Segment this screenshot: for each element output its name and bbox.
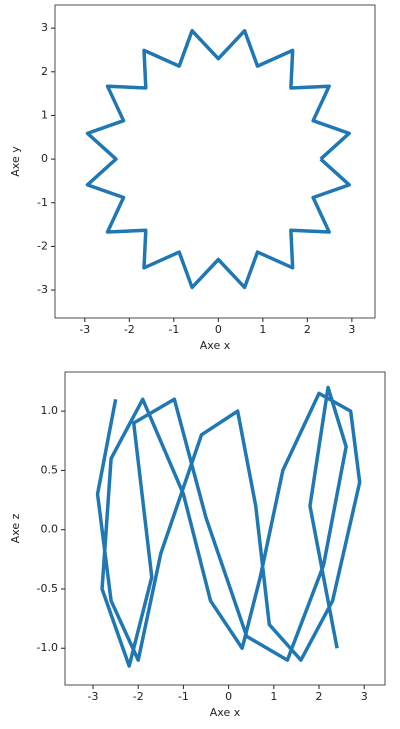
y-tick-label: 0.5	[41, 463, 59, 476]
x-tick-label: 2	[304, 323, 311, 336]
x-tick-label: 0	[225, 690, 232, 703]
y-tick-label: 0	[41, 152, 48, 165]
y-tick-label: -0.5	[37, 582, 58, 595]
y-tick-label: 1.0	[41, 404, 59, 417]
y-tick-label: -2	[37, 239, 48, 252]
x-tick-label: -3	[79, 323, 90, 336]
trajectory	[85, 29, 351, 290]
x-tick-label: 3	[348, 323, 355, 336]
y-tick-label: -3	[37, 283, 48, 296]
y-tick-label: -1	[37, 196, 48, 209]
y-axis-label: Axe y	[9, 146, 22, 177]
x-tick-label: 3	[361, 690, 368, 703]
y-tick-label: 2	[41, 65, 48, 78]
axes-frame	[64, 371, 386, 686]
y-tick-label: 1	[41, 108, 48, 121]
x-tick-label: 1	[270, 690, 277, 703]
y-tick-label: 0.0	[41, 523, 59, 536]
x-axis-label: Axe x	[200, 339, 231, 352]
x-tick-label: -2	[124, 323, 135, 336]
x-tick-label: 2	[316, 690, 323, 703]
y-axis-label: Axe z	[9, 513, 22, 543]
x-tick-label: -2	[133, 690, 144, 703]
x-tick-label: -1	[168, 323, 179, 336]
x-tick-label: -3	[88, 690, 99, 703]
y-tick-label: -1.0	[37, 641, 58, 654]
trajectory	[95, 385, 362, 668]
x-tick-label: 0	[215, 323, 222, 336]
axes-frame	[54, 4, 376, 319]
x-tick-label: -1	[178, 690, 189, 703]
x-axis-label: Axe x	[210, 706, 241, 719]
x-tick-label: 1	[259, 323, 266, 336]
y-tick-label: 3	[41, 21, 48, 34]
